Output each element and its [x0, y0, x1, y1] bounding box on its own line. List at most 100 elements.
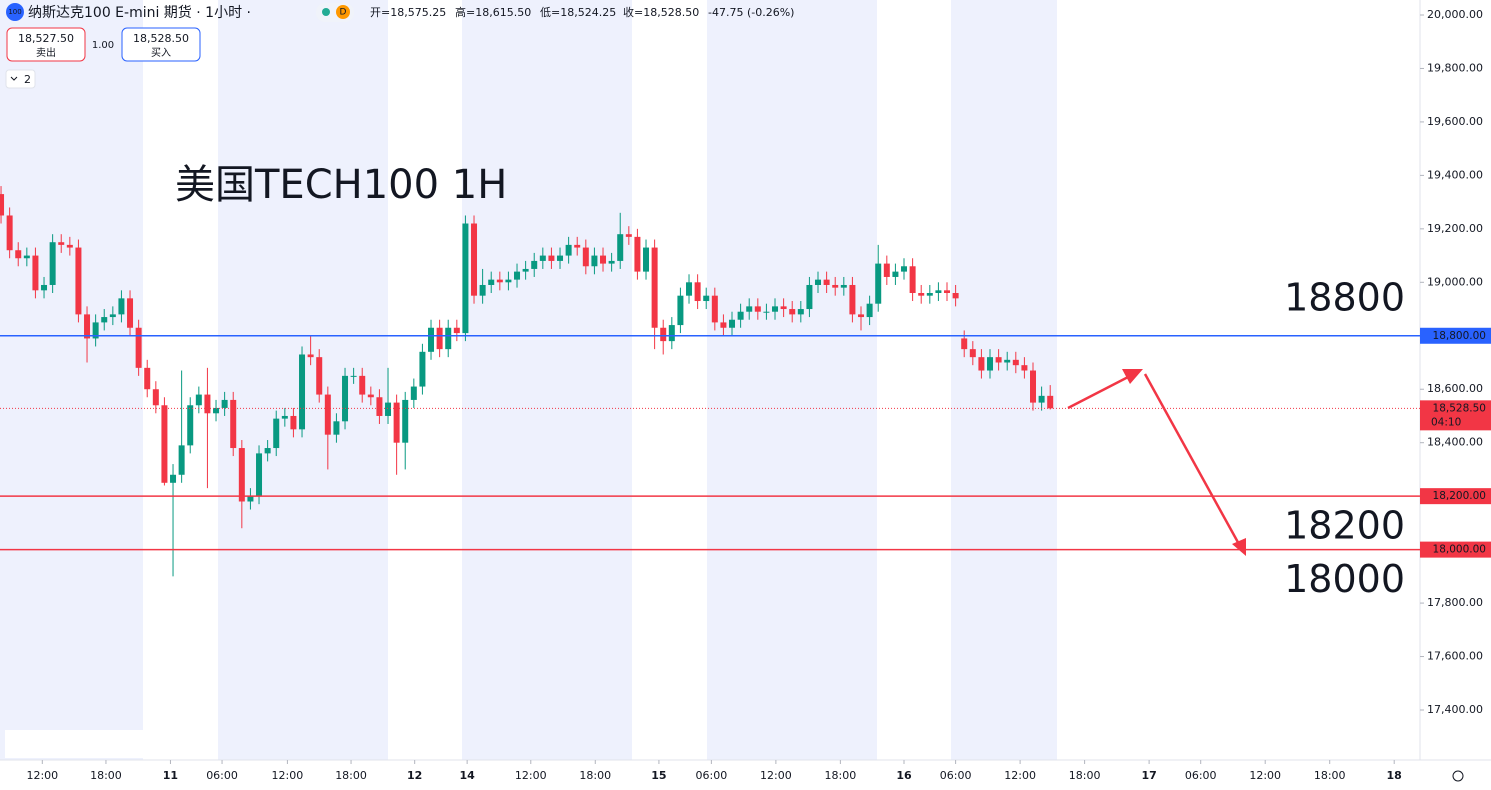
- candle-body: [1030, 370, 1037, 403]
- candle-body: [711, 295, 718, 323]
- candle-body: [582, 247, 589, 267]
- y-tick-label: 17,800.00: [1427, 596, 1483, 609]
- buy-label: 买入: [151, 47, 171, 59]
- candle-body: [230, 399, 237, 449]
- settings-icon[interactable]: [1452, 770, 1464, 782]
- candle-body: [995, 357, 1002, 363]
- countdown: 04:10: [1431, 416, 1461, 428]
- x-tick-label: 12:00: [272, 769, 304, 782]
- sell-button[interactable]: [6, 27, 86, 62]
- x-tick-label: 17: [1141, 769, 1156, 782]
- x-tick-label: 12:00: [515, 769, 547, 782]
- y-tick-label: 17,600.00: [1427, 650, 1483, 663]
- status-dot: [322, 8, 330, 16]
- candle-body: [643, 247, 650, 272]
- candle-body: [23, 255, 30, 259]
- candle-body: [608, 260, 615, 264]
- badge: D: [340, 8, 347, 18]
- candle-body: [195, 394, 202, 406]
- level-tag-bg: [1420, 541, 1491, 558]
- candle-body: [978, 357, 985, 371]
- candle-body: [969, 349, 976, 358]
- candle-body: [548, 255, 555, 261]
- candle-body: [522, 268, 529, 272]
- level-label: 18800: [1284, 275, 1405, 319]
- candle-body: [264, 448, 271, 454]
- x-tick-label: 12: [407, 769, 422, 782]
- candle-body: [840, 284, 847, 288]
- candle-body: [127, 298, 134, 328]
- candle-body: [161, 405, 168, 483]
- candle-body: [281, 415, 288, 419]
- x-tick-label: 18:00: [90, 769, 122, 782]
- candle-body: [806, 284, 813, 310]
- candle-body: [686, 282, 693, 296]
- y-tick-label: 18,400.00: [1427, 436, 1483, 449]
- candle-body: [393, 402, 400, 443]
- buy-button[interactable]: [121, 27, 201, 62]
- candle-body: [256, 453, 263, 497]
- candle-body: [92, 322, 99, 339]
- candle-body: [350, 375, 357, 377]
- candle-body: [453, 327, 460, 334]
- candle-body: [901, 266, 908, 272]
- candle-body: [858, 314, 865, 318]
- candle-body: [342, 375, 349, 422]
- level-label: 18000: [1284, 557, 1405, 601]
- candle-body: [376, 397, 383, 416]
- x-tick-label: 15: [651, 769, 666, 782]
- candle-body: [600, 255, 607, 264]
- candle-body: [944, 290, 951, 293]
- candle-body: [49, 242, 56, 285]
- y-tick-label: 19,400.00: [1427, 168, 1483, 181]
- symbol-icon: [6, 3, 24, 21]
- candle-body: [574, 244, 581, 248]
- candle-body: [488, 279, 495, 285]
- last-price-tag-bg: [1420, 400, 1491, 431]
- candle-body: [299, 354, 306, 430]
- candle-body: [32, 255, 39, 291]
- candle-body: [213, 407, 220, 414]
- candle-body: [729, 319, 736, 328]
- candle-body: [668, 325, 675, 342]
- candle-body: [359, 375, 366, 395]
- candle-body: [290, 415, 297, 430]
- candle-body: [428, 327, 435, 352]
- y-tick-label: 17,400.00: [1427, 703, 1483, 716]
- candle-body: [66, 244, 73, 248]
- session-band: [951, 0, 1057, 760]
- candle-body: [367, 394, 374, 398]
- symbol-icon-text: 100: [8, 8, 21, 16]
- candle-body: [471, 223, 478, 296]
- candle-body: [101, 317, 108, 323]
- candle-body: [883, 263, 890, 277]
- chevron: [10, 76, 18, 81]
- candle-body: [316, 357, 323, 395]
- x-tick-label: 12:00: [760, 769, 792, 782]
- arrow-down: [1143, 373, 1242, 547]
- x-tick-label: 16: [896, 769, 912, 782]
- candle-body: [152, 389, 159, 406]
- candle-body: [832, 284, 839, 288]
- candle-body: [539, 255, 546, 261]
- ohlc-open: 开=18,575.25: [370, 6, 446, 19]
- candle-body: [496, 279, 503, 283]
- candle-body: [15, 250, 22, 259]
- candle-body: [1012, 359, 1019, 366]
- x-tick-label: 18:00: [1314, 769, 1346, 782]
- plot: 20,000.00 19,800.00 19,600.00 19,400.00 19,2…: [0, 8, 1491, 782]
- candle-body: [436, 327, 443, 350]
- last-price-tag: 18,528.50: [1433, 402, 1486, 414]
- indicator-toggle[interactable]: [5, 69, 36, 89]
- candle-body: [307, 354, 314, 358]
- level-tag-bg: [1420, 488, 1491, 505]
- x-tick-label: 06:00: [696, 769, 728, 782]
- candle-body: [135, 327, 142, 368]
- candle-body: [617, 234, 624, 261]
- candle-body: [694, 282, 701, 302]
- candle-body: [410, 386, 417, 400]
- candle-body: [402, 399, 409, 443]
- candle-body: [1038, 395, 1045, 403]
- ohlc-high: 高=18,615.50: [455, 5, 531, 19]
